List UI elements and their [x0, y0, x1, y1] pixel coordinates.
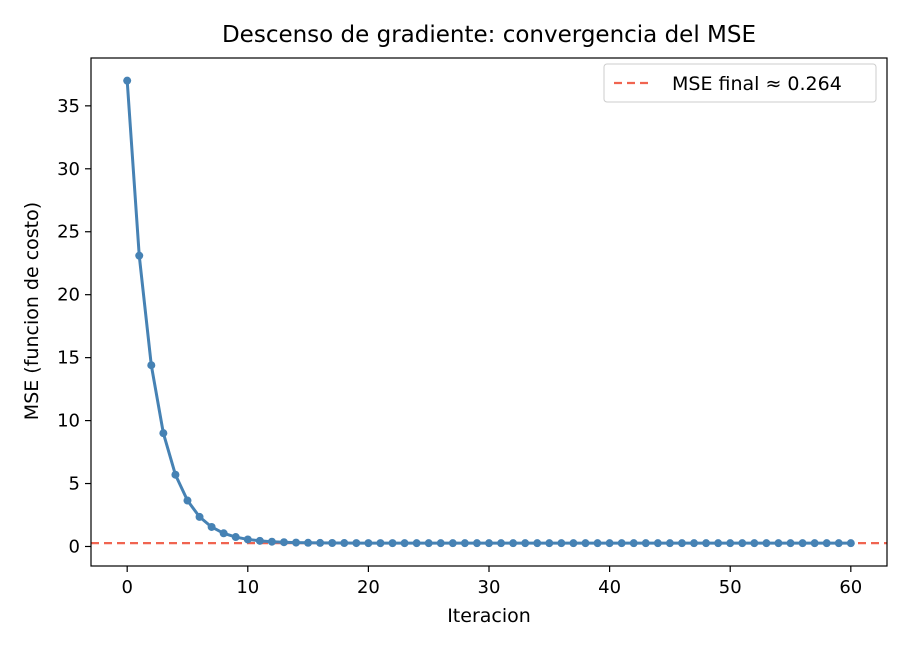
data-point: [822, 539, 831, 548]
x-tick-label: 20: [357, 577, 380, 598]
data-point: [292, 538, 301, 547]
legend-entry-label: MSE final ≈ 0.264: [672, 73, 842, 95]
y-tick-label: 10: [57, 411, 80, 432]
x-tick-label: 30: [478, 577, 501, 598]
data-point: [316, 538, 325, 547]
data-point: [400, 539, 409, 548]
y-tick-label: 20: [57, 285, 80, 306]
y-tick-label: 25: [57, 222, 80, 243]
data-point: [593, 539, 602, 548]
x-tick-label: 60: [839, 577, 862, 598]
x-tick-label: 10: [236, 577, 259, 598]
chart-title: Descenso de gradiente: convergencia del …: [222, 22, 756, 48]
data-point: [497, 539, 506, 548]
x-tick-label: 50: [719, 577, 742, 598]
data-point: [750, 539, 759, 548]
data-point: [714, 539, 723, 548]
data-point: [340, 539, 349, 548]
data-point: [533, 539, 542, 548]
data-point: [581, 539, 590, 548]
data-point: [376, 539, 385, 548]
data-point: [834, 539, 843, 548]
data-point: [653, 539, 662, 548]
x-axis-label: Iteracion: [447, 605, 531, 627]
data-point: [617, 539, 626, 548]
data-point: [279, 538, 288, 547]
data-point: [810, 539, 819, 548]
data-point: [207, 522, 216, 531]
data-point: [738, 539, 747, 548]
data-point: [448, 539, 457, 548]
data-point: [569, 539, 578, 548]
data-point: [786, 539, 795, 548]
plot-area: [91, 76, 887, 548]
data-point: [364, 539, 373, 548]
data-point: [702, 539, 711, 548]
data-point: [762, 539, 771, 548]
data-point: [267, 537, 276, 546]
data-point: [726, 539, 735, 548]
data-point: [412, 539, 421, 548]
data-point: [255, 536, 264, 545]
legend: MSE final ≈ 0.264: [603, 63, 877, 103]
data-point: [472, 539, 481, 548]
data-point: [846, 539, 855, 548]
data-point: [774, 539, 783, 548]
data-point: [123, 76, 132, 85]
data-point: [159, 429, 168, 438]
data-point: [436, 539, 445, 548]
data-point: [243, 535, 252, 544]
data-point: [388, 539, 397, 548]
data-point: [183, 496, 192, 505]
y-tick-label: 35: [57, 96, 80, 117]
data-point: [605, 539, 614, 548]
data-point: [545, 539, 554, 548]
axis-ticks: 0 10 20 30 40 50 60 0 5 10 15 20 25 30 35: [57, 57, 888, 598]
y-axis-label: MSE (funcion de costo): [21, 202, 43, 420]
data-point: [521, 539, 530, 548]
data-point: [171, 470, 180, 479]
data-point: [328, 538, 337, 547]
data-point: [798, 539, 807, 548]
y-tick-label: 15: [57, 348, 80, 369]
data-point: [677, 539, 686, 548]
data-point: [509, 539, 518, 548]
data-point: [557, 539, 566, 548]
data-point: [641, 539, 650, 548]
x-tick-label: 40: [598, 577, 621, 598]
data-point: [629, 539, 638, 548]
data-point: [424, 539, 433, 548]
legend-box: [603, 63, 877, 103]
data-point: [135, 251, 144, 260]
data-point: [231, 533, 240, 542]
data-point: [485, 539, 493, 548]
data-point: [665, 539, 674, 548]
data-point: [304, 538, 313, 547]
y-tick-label: 30: [57, 159, 80, 180]
y-tick-label: 0: [69, 536, 80, 557]
y-tick-label: 5: [69, 474, 80, 495]
data-point: [195, 512, 204, 521]
data-point: [352, 539, 361, 548]
data-point: [690, 539, 699, 548]
x-tick-label: 0: [121, 577, 132, 598]
data-point: [147, 361, 156, 370]
data-point: [219, 529, 228, 538]
data-point: [460, 539, 469, 548]
